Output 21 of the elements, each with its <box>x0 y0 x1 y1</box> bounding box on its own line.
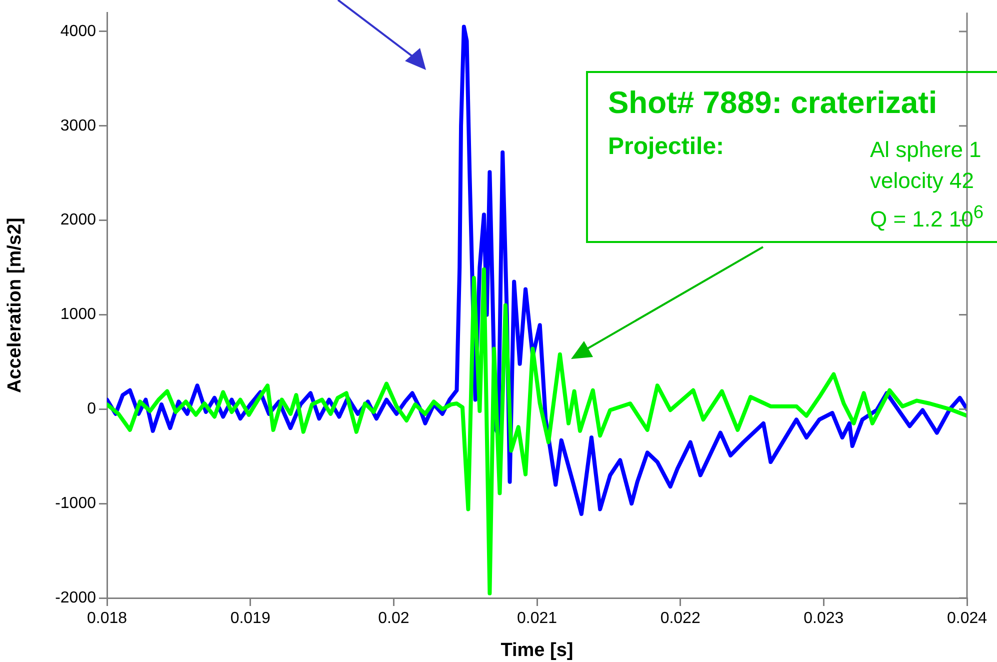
annotation: Q = 1.2 10$^{6}$ <box>870 200 984 232</box>
y-axis-title: Acceleration [m/s2] <box>4 218 26 393</box>
y-tick-label: 4000 <box>60 22 96 40</box>
y-tick-label: 2000 <box>60 212 96 229</box>
x-tick-label: 0.024 <box>946 610 988 628</box>
x-tick-label: 0.019 <box>230 610 270 628</box>
annotation: Projectile: <box>608 133 724 161</box>
x-tick-label: 0.021 <box>516 610 558 628</box>
x-tick-label: 0.023 <box>804 610 844 628</box>
y-tick-label: -2000 <box>55 589 96 606</box>
y-tick-label: 1000 <box>60 306 96 324</box>
x-axis-title: Time [s] <box>500 640 574 661</box>
y-tick-label: 0 <box>87 400 96 418</box>
annotation: velocity 42 <box>870 168 974 194</box>
y-tick-label: -1000 <box>55 494 96 512</box>
annotation: Al sphere 1 <box>870 137 982 163</box>
x-tick-label: 0.022 <box>660 610 700 628</box>
y-tick-label: 3000 <box>60 117 96 134</box>
x-tick-label: 0.02 <box>378 610 410 628</box>
x-tick-label: 0.018 <box>86 610 128 628</box>
annotation: Shot# 7889: craterizati <box>608 85 938 121</box>
